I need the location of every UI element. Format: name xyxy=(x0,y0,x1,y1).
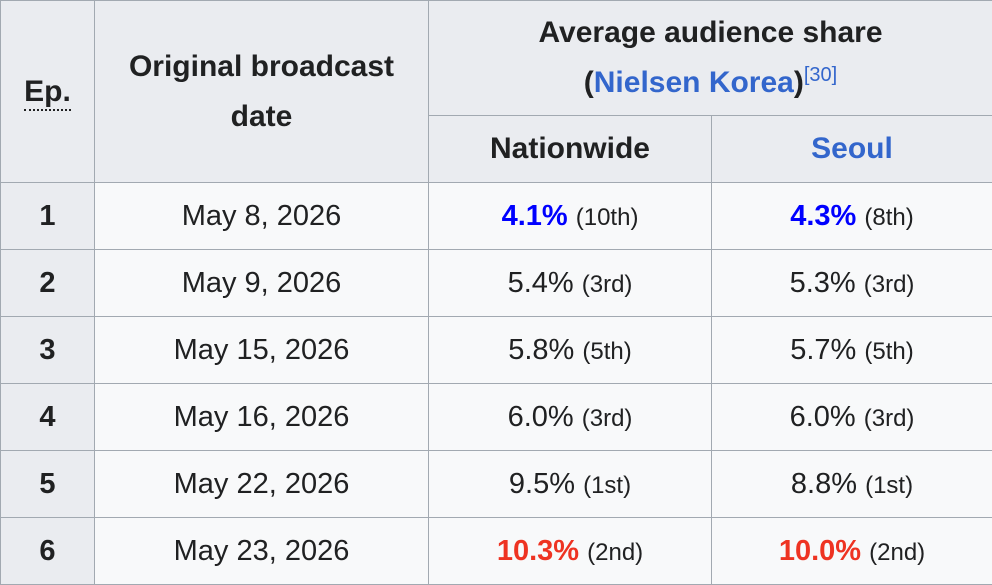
seoul-percent: 10.0% xyxy=(779,535,861,567)
seoul-percent: 5.3% xyxy=(790,267,856,299)
nationwide-percent: 6.0% xyxy=(508,401,574,433)
seoul-share: 8.8% (1st) xyxy=(712,451,992,518)
broadcast-date: May 23, 2026 xyxy=(95,518,429,585)
seoul-share: 6.0% (3rd) xyxy=(712,384,992,451)
seoul-percent: 5.7% xyxy=(790,334,856,366)
nationwide-share: 5.8% (5th) xyxy=(429,317,712,384)
nationwide-share: 5.4% (3rd) xyxy=(429,250,712,317)
episode-number: 6 xyxy=(1,518,95,585)
audience-share-title: Average audience share xyxy=(429,8,992,58)
nationwide-share: 9.5% (1st) xyxy=(429,451,712,518)
nationwide-percent: 5.8% xyxy=(508,334,574,366)
episode-abbreviation[interactable]: Ep. xyxy=(24,75,71,111)
nationwide-share: 10.3% (2nd) xyxy=(429,518,712,585)
nationwide-rank: (3rd) xyxy=(582,271,633,298)
episode-number: 4 xyxy=(1,384,95,451)
nationwide-rank: (3rd) xyxy=(582,405,633,432)
audience-share-source: (Nielsen Korea)[30] xyxy=(429,58,992,108)
episode-number: 5 xyxy=(1,451,95,518)
paren-close: ) xyxy=(794,66,804,99)
nationwide-percent: 9.5% xyxy=(509,468,575,500)
header-episode: Ep. xyxy=(1,1,95,183)
header-audience-share: Average audience share (Nielsen Korea)[3… xyxy=(429,1,992,116)
seoul-rank: (3rd) xyxy=(864,405,915,432)
episode-number: 1 xyxy=(1,183,95,250)
seoul-percent: 8.8% xyxy=(791,468,857,500)
nationwide-percent: 10.3% xyxy=(497,535,579,567)
nationwide-rank: (5th) xyxy=(582,338,631,365)
broadcast-date: May 15, 2026 xyxy=(95,317,429,384)
seoul-rank: (8th) xyxy=(864,204,913,231)
seoul-rank: (2nd) xyxy=(869,539,925,566)
nationwide-percent: 5.4% xyxy=(508,267,574,299)
header-seoul: Seoul xyxy=(712,116,992,183)
episode-number: 2 xyxy=(1,250,95,317)
seoul-rank: (1st) xyxy=(865,472,913,499)
broadcast-date: May 22, 2026 xyxy=(95,451,429,518)
reference-30-link[interactable]: [30] xyxy=(804,64,837,86)
seoul-percent: 6.0% xyxy=(790,401,856,433)
nationwide-rank: (2nd) xyxy=(587,539,643,566)
nationwide-share: 6.0% (3rd) xyxy=(429,384,712,451)
nationwide-percent: 4.1% xyxy=(502,200,568,232)
episode-number: 3 xyxy=(1,317,95,384)
paren-open: ( xyxy=(584,66,594,99)
seoul-share: 5.3% (3rd) xyxy=(712,250,992,317)
header-broadcast-date: Original broadcast date xyxy=(95,1,429,183)
seoul-link[interactable]: Seoul xyxy=(811,132,893,165)
seoul-share: 5.7% (5th) xyxy=(712,317,992,384)
seoul-percent: 4.3% xyxy=(790,200,856,232)
broadcast-date: May 9, 2026 xyxy=(95,250,429,317)
seoul-rank: (3rd) xyxy=(864,271,915,298)
header-nationwide: Nationwide xyxy=(429,116,712,183)
seoul-share: 10.0% (2nd) xyxy=(712,518,992,585)
nationwide-rank: (1st) xyxy=(583,472,631,499)
broadcast-date: May 8, 2026 xyxy=(95,183,429,250)
nationwide-rank: (10th) xyxy=(576,204,639,231)
broadcast-date: May 16, 2026 xyxy=(95,384,429,451)
nationwide-share: 4.1% (10th) xyxy=(429,183,712,250)
seoul-share: 4.3% (8th) xyxy=(712,183,992,250)
nielsen-korea-link[interactable]: Nielsen Korea xyxy=(594,66,794,99)
seoul-rank: (5th) xyxy=(864,338,913,365)
